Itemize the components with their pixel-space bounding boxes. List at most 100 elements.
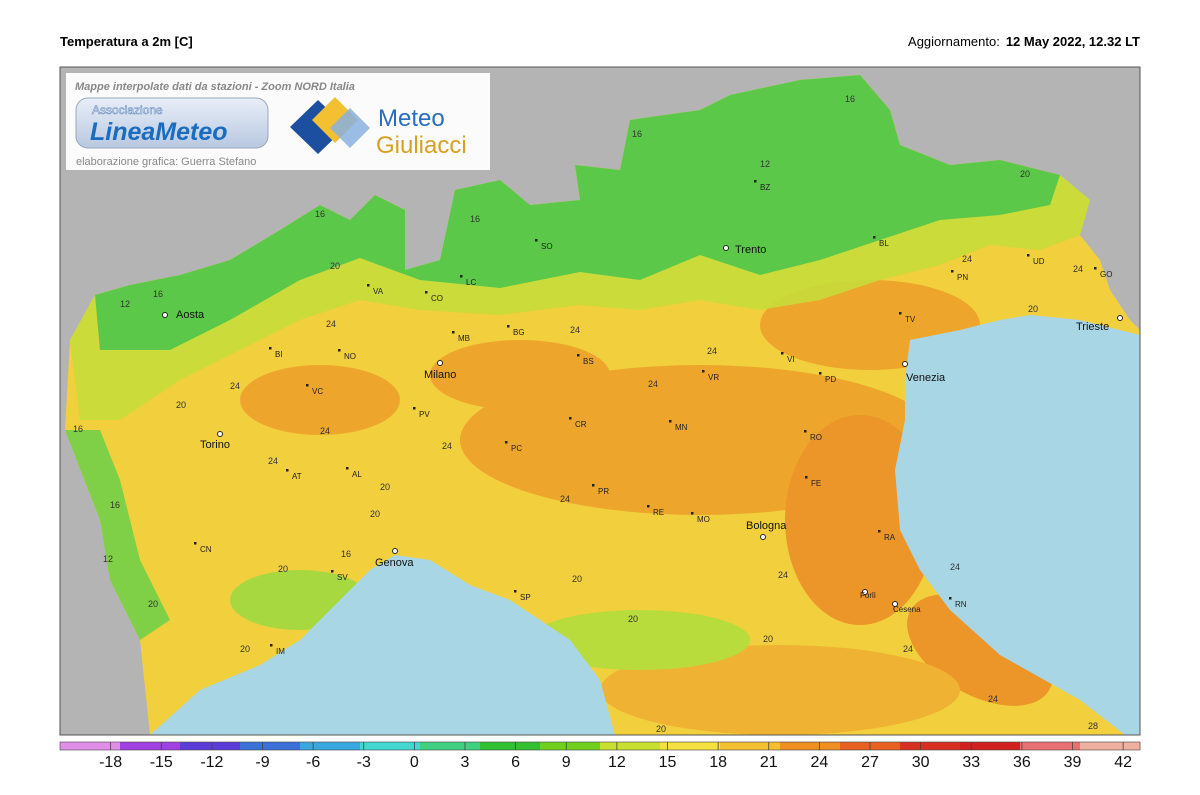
city-marker xyxy=(723,245,729,251)
contour-label: 24 xyxy=(326,319,336,329)
province-marker xyxy=(507,325,510,328)
province-label: IM xyxy=(276,647,285,656)
warm-area xyxy=(240,365,400,435)
colorbar-tick-label: -9 xyxy=(255,754,269,771)
colorbar-segment xyxy=(660,742,721,750)
province-label: NO xyxy=(344,352,356,361)
province-label: RE xyxy=(653,508,664,517)
contour-label: 28 xyxy=(1088,721,1098,731)
update-time: 12 May 2022, 12.32 LT xyxy=(1006,34,1140,49)
province-label: VR xyxy=(708,373,719,382)
province-marker xyxy=(781,352,784,355)
province-label: MO xyxy=(697,515,710,524)
city-label: Bologna xyxy=(746,520,787,532)
contour-label: 20 xyxy=(1020,169,1030,179)
province-marker xyxy=(577,354,580,357)
lineameteo-badge xyxy=(75,97,269,149)
colorbar-tick-label: -3 xyxy=(357,754,371,771)
province-label: AT xyxy=(292,472,302,481)
contour-label: 20 xyxy=(278,564,288,574)
city-marker xyxy=(902,361,908,367)
contour-label: 24 xyxy=(707,346,717,356)
colorbar-segment xyxy=(540,742,601,750)
province-label: MN xyxy=(675,423,688,432)
province-label: PN xyxy=(957,273,968,282)
city-marker xyxy=(892,601,898,607)
colorbar-tick-label: 6 xyxy=(511,754,520,771)
province-marker xyxy=(338,349,341,352)
contour-label: 24 xyxy=(442,441,452,451)
colorbar-segment xyxy=(1020,742,1081,750)
brand2-line1: Meteo xyxy=(378,105,445,132)
map xyxy=(60,67,1140,735)
city-marker xyxy=(1117,315,1123,321)
contour-label: 16 xyxy=(470,214,480,224)
city-label: Cesena xyxy=(893,605,921,614)
contour-label: 24 xyxy=(950,562,960,572)
map-labels: Aosta Trento Milano Torino Genova Bologna Vene… xyxy=(73,94,1123,734)
province-marker xyxy=(691,512,694,515)
province-marker xyxy=(873,236,876,239)
logo-box: Mappe interpolate dati da stazioni - Zoo… xyxy=(66,73,490,170)
colorbar-frame xyxy=(59,741,1141,751)
brand2-line2: Giuliacci xyxy=(376,132,467,159)
warm-area xyxy=(430,340,610,410)
province-label: UD xyxy=(1033,257,1045,266)
province-marker xyxy=(951,270,954,273)
contour-label: 24 xyxy=(570,325,580,335)
colorbar-tick-label: 9 xyxy=(562,754,571,771)
colorbar-tick-label: 0 xyxy=(410,754,419,771)
contour-label: 16 xyxy=(632,129,642,139)
city-marker xyxy=(862,589,868,595)
province-marker xyxy=(413,407,416,410)
city-marker xyxy=(437,360,443,366)
province-label: MB xyxy=(458,334,470,343)
brand1-top: Associazione xyxy=(92,103,163,117)
colorbar-tick-label: 15 xyxy=(659,754,677,771)
province-marker xyxy=(1094,267,1097,270)
contour-label: 24 xyxy=(320,426,330,436)
update: Aggiornamento: 12 May 2022, 12.32 LT xyxy=(908,34,1140,49)
colorbar: -18 -15 -12 -9 -6 -3 0 3 6 9 12 15 18 21 24 27 30 33 36 39 4… xyxy=(59,741,1141,771)
colorbar-tick-label: -6 xyxy=(306,754,320,771)
contour-label: 24 xyxy=(962,254,972,264)
province-marker xyxy=(425,291,428,294)
province-label: VA xyxy=(373,287,384,296)
city-label: Aosta xyxy=(176,309,205,321)
province-marker xyxy=(899,312,902,315)
province-label: BS xyxy=(583,357,594,366)
cool-band xyxy=(65,430,170,640)
ligurian-sea xyxy=(150,555,615,735)
province-label: VI xyxy=(787,355,795,364)
warm-area xyxy=(600,645,960,735)
province-label: PR xyxy=(598,487,609,496)
contour-label: 24 xyxy=(988,694,998,704)
colorbar-segment xyxy=(180,742,241,750)
contour-label: 24 xyxy=(230,381,240,391)
province-marker xyxy=(514,590,517,593)
province-label: BL xyxy=(879,239,889,248)
contour-label: 24 xyxy=(1073,264,1083,274)
colorbar-segment xyxy=(960,742,1021,750)
city-label: Trento xyxy=(735,244,766,256)
contour-label: 12 xyxy=(120,299,130,309)
province-marker xyxy=(702,370,705,373)
title: Temperatura a 2m [C] xyxy=(60,34,193,49)
contour-label: 16 xyxy=(315,209,325,219)
colorbar-tick-label: -18 xyxy=(99,754,122,771)
contour-label: 20 xyxy=(380,482,390,492)
province-label: AL xyxy=(352,470,362,479)
mild-area xyxy=(530,610,750,670)
colorbar-tick-label: 33 xyxy=(962,754,980,771)
contour-label: 20 xyxy=(656,724,666,734)
province-marker xyxy=(819,372,822,375)
province-marker xyxy=(367,284,370,287)
contour-label: 12 xyxy=(760,159,770,169)
province-label: SO xyxy=(541,242,553,251)
province-marker xyxy=(331,570,334,573)
contour-label: 20 xyxy=(240,644,250,654)
province-label: RO xyxy=(810,433,822,442)
map-frame xyxy=(59,66,1141,736)
colorbar-tick-label: 30 xyxy=(912,754,930,771)
